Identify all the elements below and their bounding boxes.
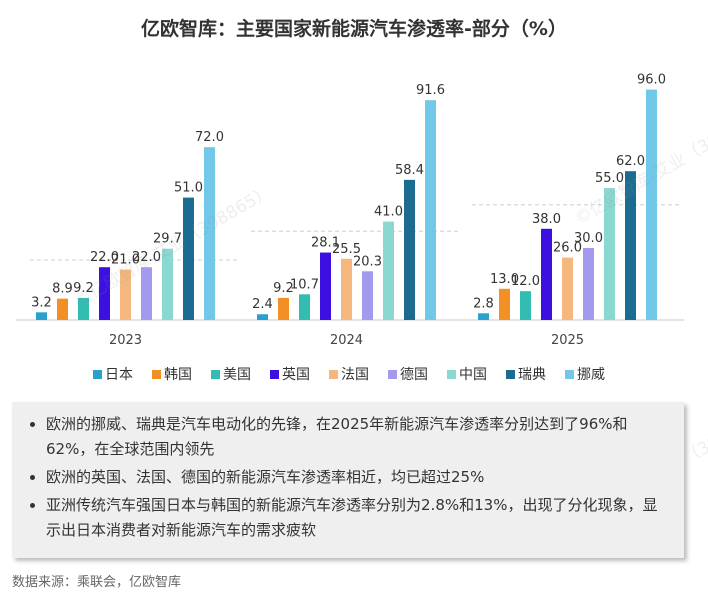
- bar: [520, 291, 531, 320]
- finding-item: 亚洲传统汽车强国日本与韩国的新能源汽车渗透率分别为2.8%和13%，出现了分化现…: [46, 493, 668, 543]
- data-label: 13.0: [490, 272, 519, 287]
- bar-chart: 3.28.9 9.222.021.022.029.751.072.020232.4…: [16, 73, 684, 383]
- data-label: 22.0: [90, 250, 119, 265]
- bar: [257, 314, 268, 320]
- bar: [604, 188, 615, 320]
- bar: [120, 269, 131, 320]
- x-tick-label: 2025: [551, 333, 584, 348]
- bar: [320, 252, 331, 320]
- data-label: 10.7: [290, 277, 319, 292]
- legend-label: 日本: [105, 367, 133, 383]
- data-label: 91.6: [416, 83, 445, 98]
- legend-swatch: [447, 370, 456, 379]
- finding-item: 欧洲的挪威、瑞典是汽车电动化的先锋，在2025年新能源汽车渗透率分别达到了96%…: [46, 412, 668, 462]
- bar: [478, 313, 489, 320]
- bar: [141, 267, 152, 320]
- bar: [404, 179, 415, 320]
- legend-swatch: [506, 370, 515, 379]
- bar: [541, 228, 552, 320]
- data-label: 62.0: [616, 154, 645, 169]
- bar: [341, 258, 352, 320]
- bar: [383, 221, 394, 320]
- bar: [625, 171, 636, 320]
- data-label: 26.0: [553, 241, 582, 256]
- bar: [162, 248, 173, 320]
- legend-swatch: [152, 370, 161, 379]
- data-label: 8.9: [52, 282, 73, 297]
- finding-item: 欧洲的英国、法国、德国的新能源汽车渗透率相近，均已超过25%: [46, 465, 668, 490]
- bar: [499, 288, 510, 320]
- data-label: 12.0: [511, 274, 540, 289]
- legend-label: 挪威: [577, 367, 605, 383]
- data-label: 58.4: [395, 163, 424, 178]
- legend-label: 德国: [400, 367, 428, 383]
- data-label: 30.0: [574, 231, 603, 246]
- data-label: 9.2: [273, 281, 294, 296]
- data-label: 22.0: [132, 250, 161, 265]
- data-label: 96.0: [637, 73, 666, 88]
- bar: [99, 267, 110, 320]
- data-label: 28.1: [311, 236, 340, 251]
- key-findings-box: 欧洲的挪威、瑞典是汽车电动化的先锋，在2025年新能源汽车渗透率分别达到了96%…: [12, 402, 684, 558]
- data-label: 72.0: [195, 130, 224, 145]
- legend-label: 英国: [282, 366, 310, 383]
- bar: [425, 100, 436, 320]
- bar: [299, 294, 310, 320]
- x-tick-label: 2024: [330, 333, 363, 348]
- data-label: 25.5: [332, 242, 361, 257]
- legend-label: 法国: [341, 367, 369, 383]
- legend-label: 美国: [223, 367, 251, 383]
- data-label: 20.3: [353, 254, 382, 269]
- data-label: 2.8: [473, 296, 494, 311]
- chart-title: 亿欧智库：主要国家新能源汽车渗透率-部分（%）: [141, 18, 567, 40]
- bar: [278, 297, 289, 320]
- bar: [362, 271, 373, 320]
- data-label: 41.0: [374, 205, 403, 220]
- legend-swatch: [211, 370, 220, 379]
- legend-swatch: [565, 370, 574, 379]
- legend-swatch: [93, 370, 102, 379]
- bar: [57, 298, 68, 320]
- bar: [583, 248, 594, 320]
- legend-swatch: [329, 370, 338, 379]
- bar: [78, 297, 89, 320]
- data-label: 51.0: [174, 181, 203, 196]
- x-tick-label: 2023: [109, 333, 142, 348]
- data-label: 55.0: [595, 171, 624, 186]
- data-label: 2.4: [252, 297, 273, 312]
- legend-swatch: [270, 370, 279, 379]
- legend-label: 瑞典: [518, 367, 546, 383]
- data-label: 3.2: [31, 295, 52, 310]
- bar: [646, 89, 657, 320]
- legend-swatch: [388, 370, 397, 379]
- bar: [562, 257, 573, 320]
- data-label: 29.7: [153, 232, 182, 247]
- legend-label: 韩国: [164, 367, 192, 383]
- legend-label: 中国: [459, 367, 487, 383]
- bar: [183, 197, 194, 320]
- data-label: 9.2: [73, 281, 94, 296]
- data-label: 21.0: [111, 253, 140, 268]
- data-label: 38.0: [532, 212, 561, 227]
- bar: [204, 147, 215, 320]
- bar: [36, 312, 47, 320]
- data-source: 数据来源：乘联会，亿欧智库: [12, 575, 182, 590]
